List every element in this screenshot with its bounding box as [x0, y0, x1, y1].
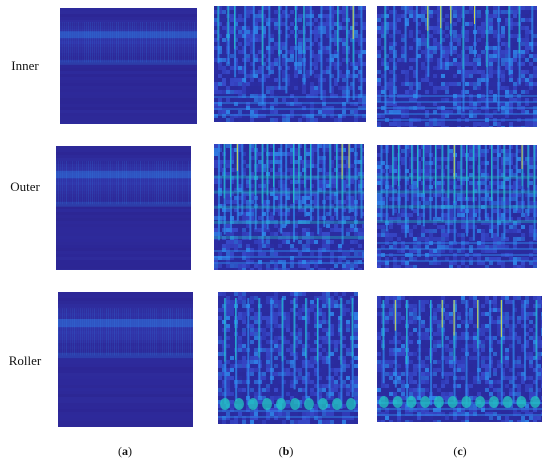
panel-outer-b	[214, 144, 364, 270]
row-label-roller: Roller	[8, 353, 42, 368]
panel-outer-c	[377, 145, 537, 268]
column-label-b: (b)	[278, 444, 294, 458]
panel-roller-b	[218, 292, 358, 424]
panel-inner-a	[60, 8, 197, 124]
panel-outer-a	[56, 146, 191, 270]
row-label-outer: Outer	[10, 179, 40, 194]
panel-inner-c	[377, 6, 537, 127]
row-label-inner: Inner	[11, 58, 39, 73]
panel-inner-b	[214, 6, 366, 122]
column-label-a: (a)	[118, 444, 132, 458]
panel-roller-c	[377, 296, 542, 422]
panel-roller-a	[58, 292, 193, 427]
column-label-c: (c)	[453, 444, 467, 458]
